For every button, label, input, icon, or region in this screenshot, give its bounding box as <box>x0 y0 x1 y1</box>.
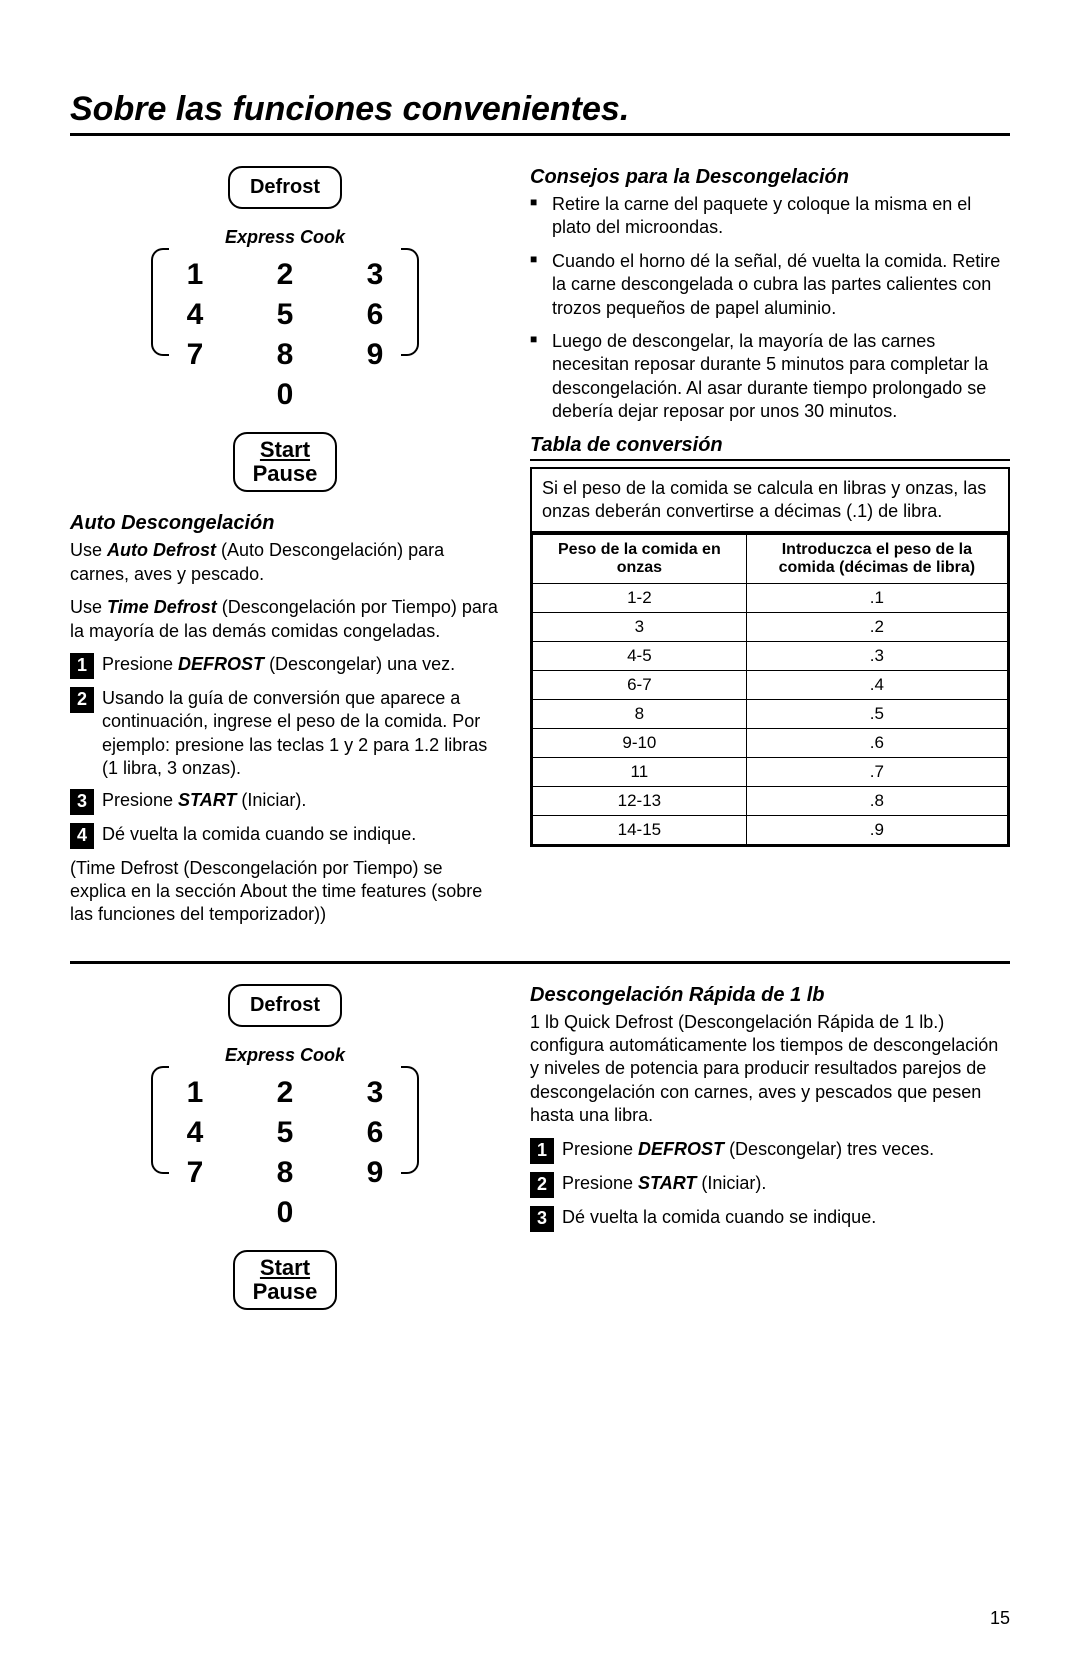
table-col2: Introduczca el peso de la comida (décima… <box>746 534 1007 584</box>
quick-step-1: 1Presione DEFROST (Descongelar) tres vec… <box>530 1138 1010 1164</box>
key-3: 3 <box>345 1076 405 1110</box>
auto-step-1: 1Presione DEFROST (Descongelar) una vez. <box>70 653 500 679</box>
start-pause-button: Start Pause <box>233 432 338 492</box>
keypad-illustration-1: Defrost Express Cook 1 2 3 4 5 6 <box>70 166 500 492</box>
auto-step-4: 4Dé vuelta la comida cuando se indique. <box>70 823 500 849</box>
page-title: Sobre las funciones convenientes. <box>70 90 1010 136</box>
key-3: 3 <box>345 258 405 292</box>
key-1: 1 <box>165 1076 225 1110</box>
key-7: 7 <box>165 338 225 372</box>
tips-heading: Consejos para la Descongelación <box>530 166 1010 189</box>
table-row: 1-2.1 <box>533 584 1008 613</box>
table-row: 8.5 <box>533 700 1008 729</box>
key-7: 7 <box>165 1156 225 1190</box>
quick-heading: Descongelación Rápida de 1 lb <box>530 984 1010 1007</box>
table-col1: Peso de la comida en onzas <box>533 534 747 584</box>
page-number: 15 <box>990 1608 1010 1629</box>
quick-step-3: 3Dé vuelta la comida cuando se indique. <box>530 1206 1010 1232</box>
key-8: 8 <box>255 338 315 372</box>
table-heading: Tabla de conversión <box>530 434 1010 461</box>
key-8: 8 <box>255 1156 315 1190</box>
table-row: 14-15.9 <box>533 816 1008 845</box>
defrost-button: Defrost <box>228 166 342 209</box>
auto-step-2: 2Usando la guía de conversión que aparec… <box>70 687 500 781</box>
key-0: 0 <box>255 1196 315 1230</box>
auto-p2: Use Time Defrost (Descongelación por Tie… <box>70 596 500 643</box>
start-pause-button: Start Pause <box>233 1250 338 1310</box>
key-6: 6 <box>345 298 405 332</box>
quick-step-2: 2Presione START (Iniciar). <box>530 1172 1010 1198</box>
key-2: 2 <box>255 1076 315 1110</box>
tip-2: Cuando el horno dé la señal, dé vuelta l… <box>530 250 1010 320</box>
key-4: 4 <box>165 1116 225 1150</box>
key-9: 9 <box>345 1156 405 1190</box>
table-row: 6-7.4 <box>533 671 1008 700</box>
tips-list: Retire la carne del paquete y coloque la… <box>530 193 1010 424</box>
key-4: 4 <box>165 298 225 332</box>
table-row: 4-5.3 <box>533 642 1008 671</box>
key-0: 0 <box>255 378 315 412</box>
table-row: 11.7 <box>533 758 1008 787</box>
key-9: 9 <box>345 338 405 372</box>
auto-note: (Time Defrost (Descongelación por Tiempo… <box>70 857 500 927</box>
express-cook-label: Express Cook <box>225 227 345 248</box>
key-5: 5 <box>255 1116 315 1150</box>
quick-p1: 1 lb Quick Defrost (Descongelación Rápid… <box>530 1011 1010 1128</box>
tip-1: Retire la carne del paquete y coloque la… <box>530 193 1010 240</box>
table-row: 9-10.6 <box>533 729 1008 758</box>
key-5: 5 <box>255 298 315 332</box>
section-quick-defrost: Defrost Express Cook 1 2 3 4 5 6 <box>70 984 1010 1310</box>
table-caption: Si el peso de la comida se calcula en li… <box>532 469 1008 534</box>
auto-defrost-heading: Auto Descongelación <box>70 512 500 535</box>
key-2: 2 <box>255 258 315 292</box>
table-row: 3.2 <box>533 613 1008 642</box>
table-row: 12-13.8 <box>533 787 1008 816</box>
tip-3: Luego de descongelar, la mayoría de las … <box>530 330 1010 424</box>
keypad-illustration-2: Defrost Express Cook 1 2 3 4 5 6 <box>70 984 500 1310</box>
express-cook-label: Express Cook <box>225 1045 345 1066</box>
defrost-button: Defrost <box>228 984 342 1027</box>
conversion-table: Peso de la comida en onzas Introduczca e… <box>532 533 1008 845</box>
key-6: 6 <box>345 1116 405 1150</box>
section-auto-defrost: Defrost Express Cook 1 2 3 4 5 6 <box>70 166 1010 964</box>
auto-step-3: 3Presione START (Iniciar). <box>70 789 500 815</box>
key-1: 1 <box>165 258 225 292</box>
auto-p1: Use Auto Defrost (Auto Descongelación) p… <box>70 539 500 586</box>
